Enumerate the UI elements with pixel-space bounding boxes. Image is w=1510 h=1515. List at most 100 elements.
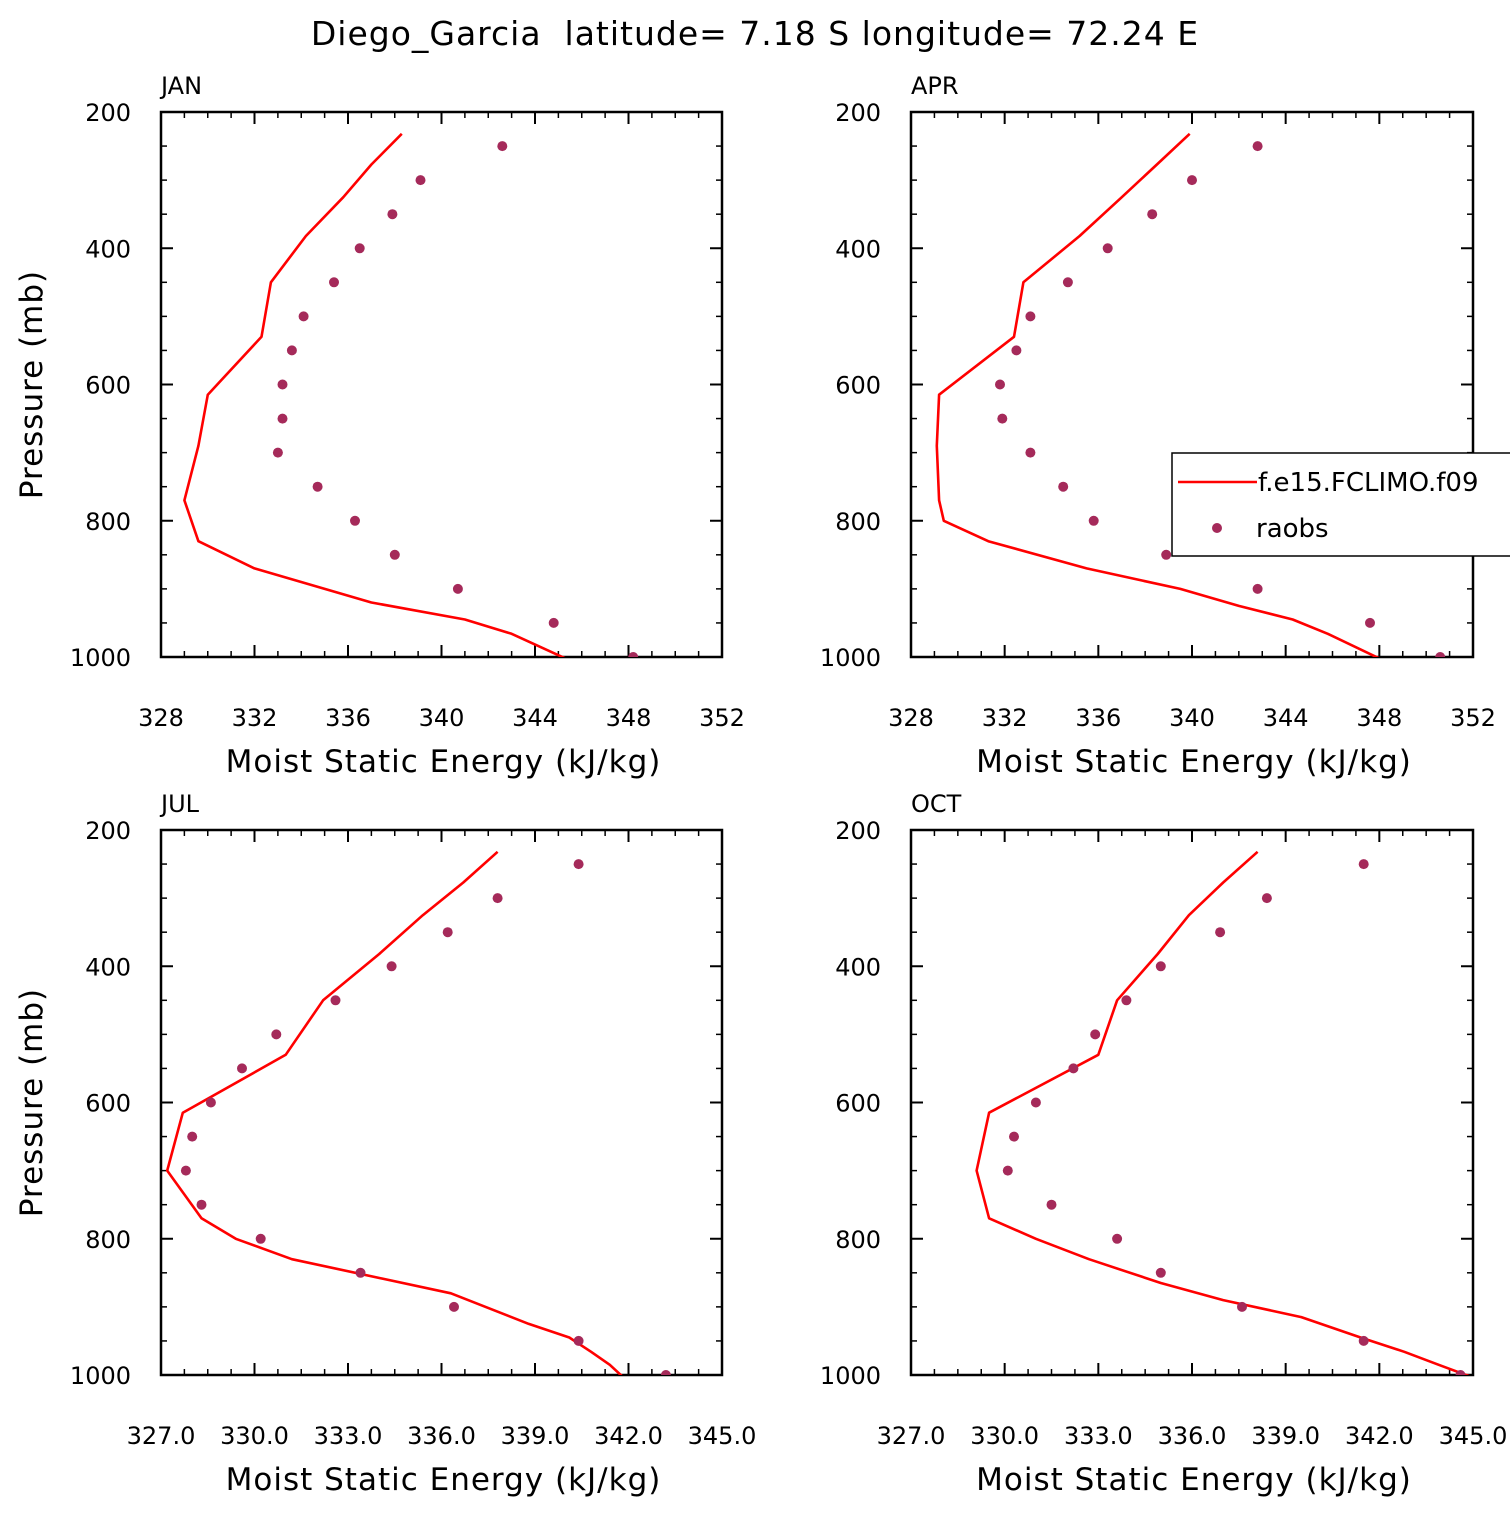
obs-point	[1088, 515, 1099, 526]
x-tick-label: 352	[1450, 704, 1496, 732]
obs-point	[312, 481, 323, 492]
legend: f.e15.FCLIMO.f09 raobs	[1171, 452, 1510, 557]
obs-point	[1121, 995, 1132, 1006]
y-tick-label: 600	[835, 372, 881, 400]
y-tick-label: 600	[85, 372, 131, 400]
obs-point	[415, 175, 426, 186]
obs-point	[329, 277, 339, 288]
y-tick-label: 400	[85, 953, 131, 981]
x-tick-label: 327.0	[877, 1422, 946, 1450]
data-area	[935, 132, 1446, 657]
panel-label: JUL	[159, 790, 200, 818]
y-tick-label: 1000	[70, 644, 131, 672]
obs-point	[272, 447, 283, 458]
x-tick-label: 328	[888, 704, 934, 732]
obs-point	[660, 1370, 671, 1375]
obs-point	[1030, 1097, 1041, 1108]
y-axis-label: Pressure (mb)	[14, 270, 50, 499]
obs-point	[255, 1233, 266, 1244]
obs-point	[1011, 345, 1022, 356]
obs-point	[1358, 859, 1369, 870]
obs-point	[1365, 617, 1375, 628]
x-tick-label: 336.0	[407, 1422, 476, 1450]
obs-point	[180, 1165, 191, 1176]
obs-point	[1252, 583, 1263, 594]
obs-point	[350, 515, 360, 526]
obs-point	[277, 379, 288, 390]
y-axis-label: Pressure (mb)	[14, 988, 50, 1217]
obs-point	[492, 893, 503, 904]
obs-point	[1435, 652, 1446, 657]
data-area	[165, 850, 671, 1375]
y-tick-label: 800	[835, 508, 881, 536]
y-tick-label: 200	[85, 99, 131, 127]
y-tick-label: 600	[85, 1090, 131, 1118]
obs-point	[1155, 1267, 1166, 1278]
x-axis-label: Moist Static Energy (kJ/kg)	[226, 744, 662, 780]
x-tick-label: 327.0	[127, 1422, 196, 1450]
obs-point	[354, 243, 365, 254]
data-area	[183, 132, 639, 657]
obs-point	[628, 652, 639, 657]
obs-point	[497, 141, 508, 152]
obs-point	[1147, 209, 1158, 220]
obs-point	[573, 1335, 584, 1346]
obs-point	[205, 1097, 216, 1108]
obs-point	[995, 379, 1005, 390]
obs-point	[237, 1063, 247, 1074]
x-tick-label: 332	[232, 704, 278, 732]
y-tick-label: 1000	[820, 1362, 881, 1390]
y-tick-label: 400	[835, 235, 881, 263]
x-tick-label: 352	[699, 704, 745, 732]
obs-point	[1046, 1199, 1057, 1210]
x-tick-label: 330.0	[970, 1422, 1039, 1450]
obs-point	[1455, 1370, 1466, 1375]
x-tick-label: 330.0	[220, 1422, 289, 1450]
obs-point	[1068, 1063, 1079, 1074]
x-tick-label: 340	[419, 704, 465, 732]
x-tick-label: 345.0	[688, 1422, 757, 1450]
x-tick-label: 348	[1356, 704, 1402, 732]
x-tick-label: 342.0	[594, 1422, 663, 1450]
y-tick-label: 800	[85, 1226, 131, 1254]
obs-point	[1002, 1165, 1013, 1176]
plot-frame	[159, 828, 724, 1377]
obs-point	[1025, 447, 1036, 458]
x-tick-label: 336	[325, 704, 371, 732]
obs-point	[1025, 311, 1036, 322]
obs-point	[386, 961, 397, 972]
panel-jan: JAN 328 332 336 340 344 348 352 200 400 600 800 1000…	[14, 72, 745, 780]
legend-box	[1171, 452, 1510, 557]
obs-point	[442, 927, 453, 938]
x-tick-label: 344	[1263, 704, 1309, 732]
panel-apr: APR 328 332 336 340 344 348 352 200 400 600 800 1000…	[820, 72, 1496, 780]
obs-point	[548, 617, 559, 628]
model-line	[165, 850, 623, 1375]
x-tick-label: 339.0	[1251, 1422, 1320, 1450]
obs-point	[387, 209, 398, 220]
obs-point	[330, 995, 341, 1006]
x-tick-label: 344	[512, 704, 558, 732]
obs-point	[187, 1131, 198, 1142]
x-tick-label: 336.0	[1158, 1422, 1227, 1450]
obs-point	[1090, 1029, 1101, 1040]
x-tick-label: 333.0	[1064, 1422, 1133, 1450]
obs-point	[1062, 277, 1073, 288]
x-axis-label: Moist Static Energy (kJ/kg)	[976, 744, 1412, 780]
y-tick-label: 800	[835, 1226, 881, 1254]
x-tick-label: 348	[606, 704, 652, 732]
x-tick-label: 340	[1169, 704, 1215, 732]
obs-point	[1155, 961, 1166, 972]
x-tick-label: 328	[138, 704, 184, 732]
x-axis-label: Moist Static Energy (kJ/kg)	[976, 1462, 1412, 1498]
x-tick-label: 333.0	[314, 1422, 383, 1450]
panel-label: OCT	[911, 790, 962, 818]
panel-label: APR	[911, 72, 959, 100]
obs-point	[997, 413, 1008, 424]
obs-point	[449, 1301, 459, 1312]
y-tick-label: 400	[85, 235, 131, 263]
obs-point	[1252, 141, 1263, 152]
obs-point	[1187, 175, 1197, 186]
x-tick-label: 342.0	[1345, 1422, 1414, 1450]
figure-title: Diego_Garcia latitude= 7.18 S longitude=…	[311, 14, 1199, 53]
